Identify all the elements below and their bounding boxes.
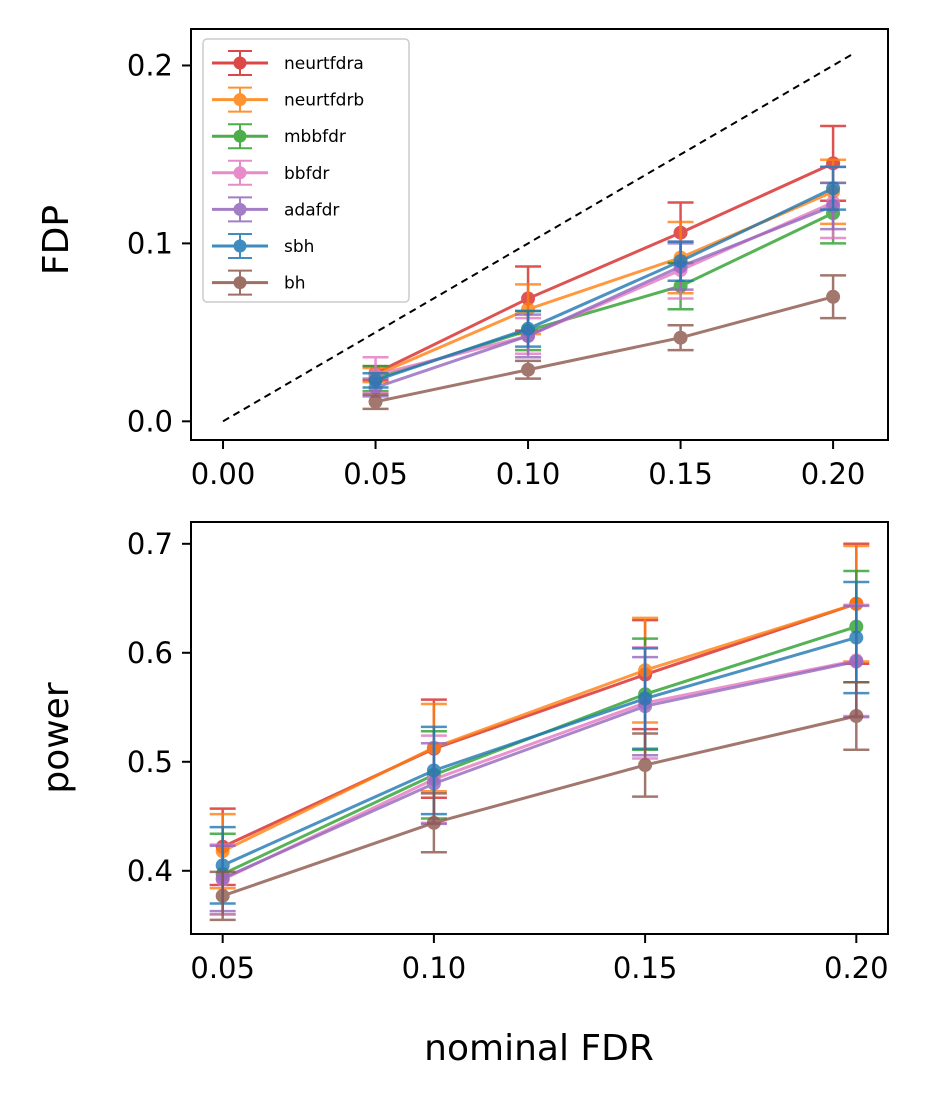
legend-entry-neurtfdra — [212, 50, 268, 76]
fdp-y-axis-label: FDP — [36, 205, 77, 275]
fdp-point — [368, 394, 383, 409]
fdp-line-neurtfdrb — [374, 190, 834, 377]
power-line-sbh — [222, 636, 857, 867]
x-axis-label: nominal FDR — [424, 1028, 654, 1069]
fdp-point — [521, 321, 536, 336]
power-y-tick-label: 0.4 — [127, 854, 173, 888]
legend-label: mbbfdr — [284, 127, 346, 147]
legend-label: sbh — [284, 237, 314, 257]
fdp-point — [826, 181, 841, 196]
fdp-y-tick-label: 0.0 — [127, 404, 173, 438]
fdp-y-tick-label: 0.1 — [127, 226, 173, 260]
fdp-point — [673, 330, 688, 345]
fdp-y-tick-label: 0.2 — [127, 48, 173, 82]
fdp-x-tick-label: 0.00 — [191, 457, 256, 491]
power-series-bh — [209, 680, 870, 922]
legend-marker — [233, 202, 247, 216]
fdp-panel: 0.00 0.05 0.10 0.15 0.20 0.0 0.1 0.2 FDP neurt… — [36, 28, 889, 491]
legend-entry-sbh — [212, 233, 268, 259]
fdp-series-neurtfdrb — [362, 158, 847, 384]
power-x-tick-label: 0.20 — [824, 951, 889, 985]
power-series-neurtfdrb — [209, 544, 870, 890]
power-point — [638, 691, 653, 706]
legend-entry-adafdr — [212, 196, 268, 223]
power-line-bbfdr — [222, 658, 857, 881]
fdp-x-tick-label: 0.15 — [648, 457, 713, 491]
fdp-series-neurtfdra — [362, 124, 847, 382]
fdp-x-tick-label: 0.05 — [343, 457, 408, 491]
power-point — [215, 858, 230, 873]
power-x-tick-label: 0.10 — [402, 951, 467, 985]
fdp-line-adafdr — [375, 204, 834, 389]
legend-label: neurtfdrb — [284, 91, 364, 111]
fdp-point — [368, 373, 383, 388]
legend-marker — [233, 166, 247, 180]
reference-diagonal-line — [222, 52, 855, 423]
power-line-bh — [222, 714, 857, 898]
fdp-point — [673, 254, 688, 269]
power-y-tick-label: 0.5 — [127, 745, 173, 779]
fdp-line-bh — [375, 295, 834, 404]
power-x-tick-label: 0.05 — [190, 951, 255, 985]
legend-marker — [233, 93, 247, 107]
power-series-bbfdr — [209, 603, 870, 916]
power-y-tick-label: 0.7 — [127, 527, 173, 561]
power-y-axis-label: power — [36, 682, 77, 793]
legend-marker — [233, 56, 247, 70]
power-plot-frame — [190, 521, 889, 935]
power-series-mbbfdr — [209, 569, 870, 916]
legend-marker — [233, 276, 247, 290]
fdp-x-tick-label: 0.10 — [496, 457, 561, 491]
fdp-series-sbh — [362, 165, 847, 389]
fdp-x-tick-label: 0.20 — [801, 457, 866, 491]
fdp-plot-frame — [190, 28, 889, 441]
fdp-point — [826, 289, 841, 304]
legend-frame — [202, 38, 410, 303]
fdp-line-sbh — [375, 186, 834, 382]
power-panel: 0.05 0.10 0.15 0.20 0.4 0.5 0.6 0.7 power nomi… — [36, 521, 889, 1069]
fdp-point — [521, 302, 536, 317]
power-point — [215, 888, 230, 903]
power-point — [426, 763, 441, 778]
power-y-tick-label: 0.6 — [127, 636, 173, 670]
legend-label: neurtfdra — [284, 54, 364, 74]
legend: neurtfdra neurtfdrb mbbfdr bbfdr adafdr sbh bh — [202, 38, 410, 303]
fdp-series-bh — [362, 274, 847, 411]
power-point — [426, 815, 441, 830]
power-line-adafdr — [222, 660, 857, 880]
legend-entry-bh — [212, 269, 268, 296]
legend-label: bh — [284, 274, 306, 294]
fdp-point — [521, 362, 536, 377]
power-point — [849, 630, 864, 645]
fdp-line-bbfdr — [375, 201, 834, 377]
legend-entry-neurtfdrb — [212, 86, 268, 113]
legend-entry-mbbfdr — [212, 123, 268, 150]
legend-marker — [233, 129, 247, 143]
power-line-neurtfdrb — [222, 602, 857, 853]
legend-entry-bbfdr — [212, 159, 268, 186]
power-point — [849, 709, 864, 724]
power-point — [638, 758, 653, 773]
fdp-line-neurtfdra — [374, 161, 834, 375]
legend-label: bbfdr — [284, 164, 329, 184]
power-x-tick-label: 0.15 — [613, 951, 678, 985]
legend-marker — [233, 239, 247, 253]
power-line-neurtfdra — [222, 602, 857, 849]
fdp-series-adafdr — [362, 181, 847, 398]
legend-label: adafdr — [284, 200, 339, 220]
